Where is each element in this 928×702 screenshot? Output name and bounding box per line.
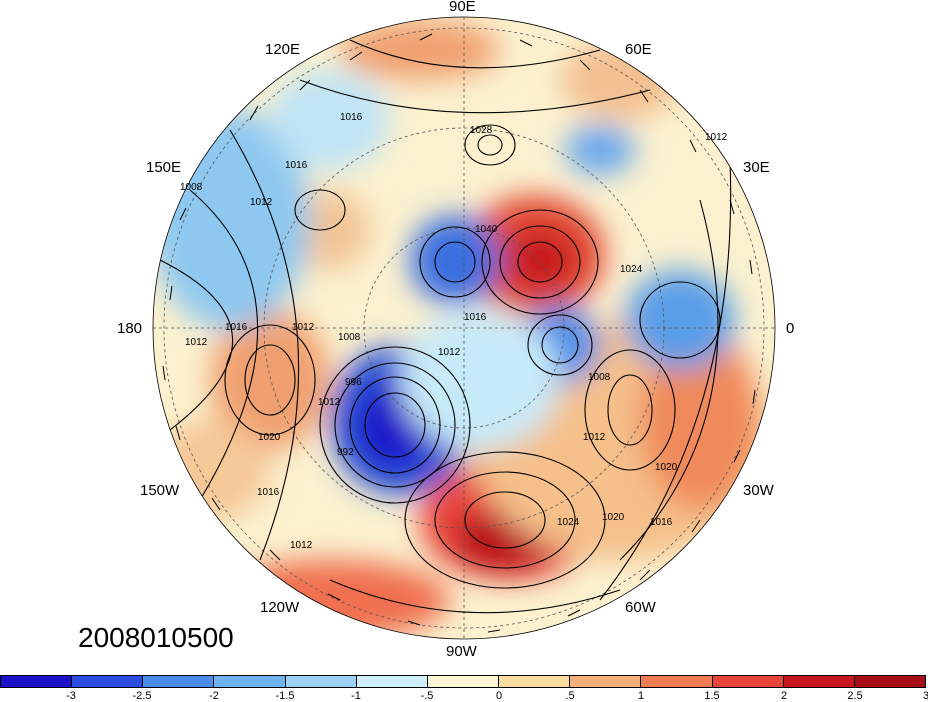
lon-label-150w: 150W (140, 482, 180, 499)
lon-label-150e: 150E (146, 159, 182, 176)
colorbar-cell (499, 676, 571, 687)
isobar-label: 1012 (185, 337, 208, 348)
colorbar-tick-label: 3 (922, 690, 928, 702)
lon-label-90w: 90W (446, 643, 477, 660)
isobar-label: 1016 (650, 517, 673, 528)
isobar-label: 1012 (292, 322, 315, 333)
colorbar-cell (712, 676, 784, 687)
isobar-label: 1024 (557, 517, 580, 528)
colorbar-cell (356, 676, 428, 687)
isobar-label: 1028 (470, 125, 493, 136)
isobar-contours (159, 39, 732, 614)
colorbar-cell (641, 676, 713, 687)
colorbar-cell (854, 676, 926, 687)
isobar-label: 1012 (250, 197, 273, 208)
polar-map: 1028 1016 1012 1008 1040 1024 1016 1012 … (152, 16, 776, 640)
colorbar-tick-label: 2.5 (847, 690, 863, 702)
isobar-label: 1016 (225, 322, 248, 333)
isobar-label: 1008 (588, 372, 611, 383)
colorbar-tick-label: -3 (66, 690, 76, 702)
datetime-label: 2008010500 (78, 622, 234, 653)
isobar-label: 1016 (285, 160, 308, 171)
colorbar-cell (214, 676, 286, 687)
isobar-label: 1016 (340, 112, 363, 123)
isobar-label: 992 (337, 447, 354, 458)
isobar-labels: 1028 1016 1012 1008 1040 1024 1016 1012 … (180, 112, 728, 551)
colorbar-tick-label: .5 (565, 690, 575, 702)
isobar-label: 1012 (290, 540, 313, 551)
lon-label-0: 0 (786, 320, 795, 337)
colorbar-tick-label: -1 (351, 690, 361, 702)
colorbar-tick-label: 1.5 (704, 690, 720, 702)
lon-label-180: 180 (117, 320, 143, 337)
lon-label-60w: 60W (625, 599, 656, 616)
isobar-label: 1008 (338, 332, 361, 343)
lon-label-30w: 30W (743, 482, 774, 499)
isobar-label: 1012 (705, 132, 728, 143)
colorbar-cell (427, 676, 500, 687)
isobar-label: 1016 (257, 487, 280, 498)
colorbar (0, 675, 926, 688)
colorbar-tick-label: -2.5 (132, 690, 152, 702)
isobar-label: 1016 (464, 312, 487, 323)
colorbar-cell (1, 676, 73, 687)
isobar-label: 1012 (318, 397, 341, 408)
colorbar-tick-label: 1 (637, 690, 645, 702)
colorbar-cell (570, 676, 642, 687)
isobar-label: 1008 (180, 182, 203, 193)
colorbar-tick-label: 2 (780, 690, 788, 702)
isobar-label: 1020 (602, 512, 625, 523)
isobar-label: 996 (345, 377, 362, 388)
isobar-label: 1040 (475, 224, 498, 235)
isobar-label: 1012 (583, 432, 606, 443)
isobar-label: 1020 (655, 462, 678, 473)
colorbar-cell (783, 676, 855, 687)
lon-label-60e: 60E (625, 41, 652, 58)
isobar-label: 1012 (438, 347, 461, 358)
colorbar-tick-label: -.5 (420, 690, 434, 702)
colorbar-tick-label: 0 (495, 690, 503, 702)
isobar-label: 1024 (620, 264, 643, 275)
lon-label-90e: 90E (449, 0, 476, 15)
lon-label-30e: 30E (743, 159, 770, 176)
colorbar-tick-label: -1.5 (275, 690, 295, 702)
lon-label-120e: 120E (265, 41, 301, 58)
isobar-label: 1020 (258, 432, 281, 443)
lon-label-120w: 120W (260, 599, 300, 616)
colorbar-tick-label: -2 (209, 690, 219, 702)
colorbar-cell (143, 676, 215, 687)
colorbar-cell (72, 676, 144, 687)
colorbar-cell (285, 676, 357, 687)
